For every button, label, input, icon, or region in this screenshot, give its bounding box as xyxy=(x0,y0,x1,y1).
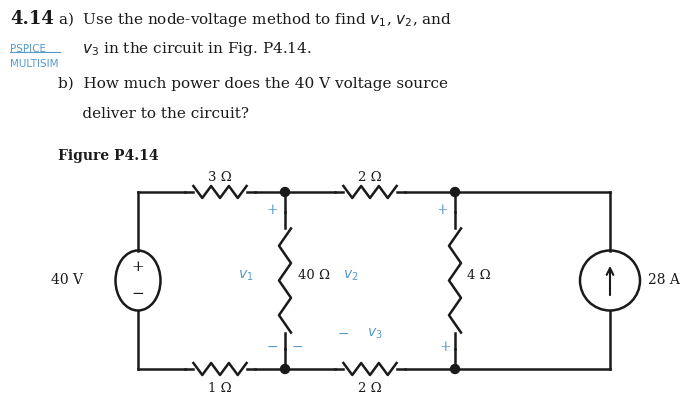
Text: $v_3$ in the circuit in Fig. P4.14.: $v_3$ in the circuit in Fig. P4.14. xyxy=(58,40,312,58)
Text: −: − xyxy=(266,340,278,354)
Text: b)  How much power does the 40 V voltage source: b) How much power does the 40 V voltage … xyxy=(58,77,448,92)
Text: Figure P4.14: Figure P4.14 xyxy=(58,149,159,163)
Text: −: − xyxy=(337,327,349,341)
Text: 4.14: 4.14 xyxy=(10,10,54,28)
Text: $v_3$: $v_3$ xyxy=(368,326,383,341)
Text: 3 Ω: 3 Ω xyxy=(208,171,232,184)
Circle shape xyxy=(451,188,459,197)
Text: $v_1$: $v_1$ xyxy=(237,268,253,283)
Text: −: − xyxy=(132,287,144,301)
Text: +: + xyxy=(436,203,448,217)
Text: 40 Ω: 40 Ω xyxy=(298,269,330,282)
Text: PSPICE: PSPICE xyxy=(10,44,46,54)
Text: deliver to the circuit?: deliver to the circuit? xyxy=(58,107,249,121)
Text: +: + xyxy=(266,203,278,217)
Text: 40 V: 40 V xyxy=(51,274,83,287)
Text: 2 Ω: 2 Ω xyxy=(358,382,382,395)
Text: +: + xyxy=(132,260,144,274)
Text: +: + xyxy=(439,340,451,354)
Text: −: − xyxy=(291,340,303,354)
Circle shape xyxy=(281,188,290,197)
Text: 1 Ω: 1 Ω xyxy=(208,382,232,395)
Circle shape xyxy=(281,365,290,374)
Text: 4 Ω: 4 Ω xyxy=(467,269,491,282)
Text: a)  Use the node-voltage method to find $v_1$, $v_2$, and: a) Use the node-voltage method to find $… xyxy=(58,10,452,29)
Text: 2 Ω: 2 Ω xyxy=(358,171,382,184)
Text: MULTISIM: MULTISIM xyxy=(10,59,59,69)
Text: $v_2$: $v_2$ xyxy=(343,268,358,283)
Circle shape xyxy=(451,365,459,374)
Text: 28 A: 28 A xyxy=(648,274,680,287)
